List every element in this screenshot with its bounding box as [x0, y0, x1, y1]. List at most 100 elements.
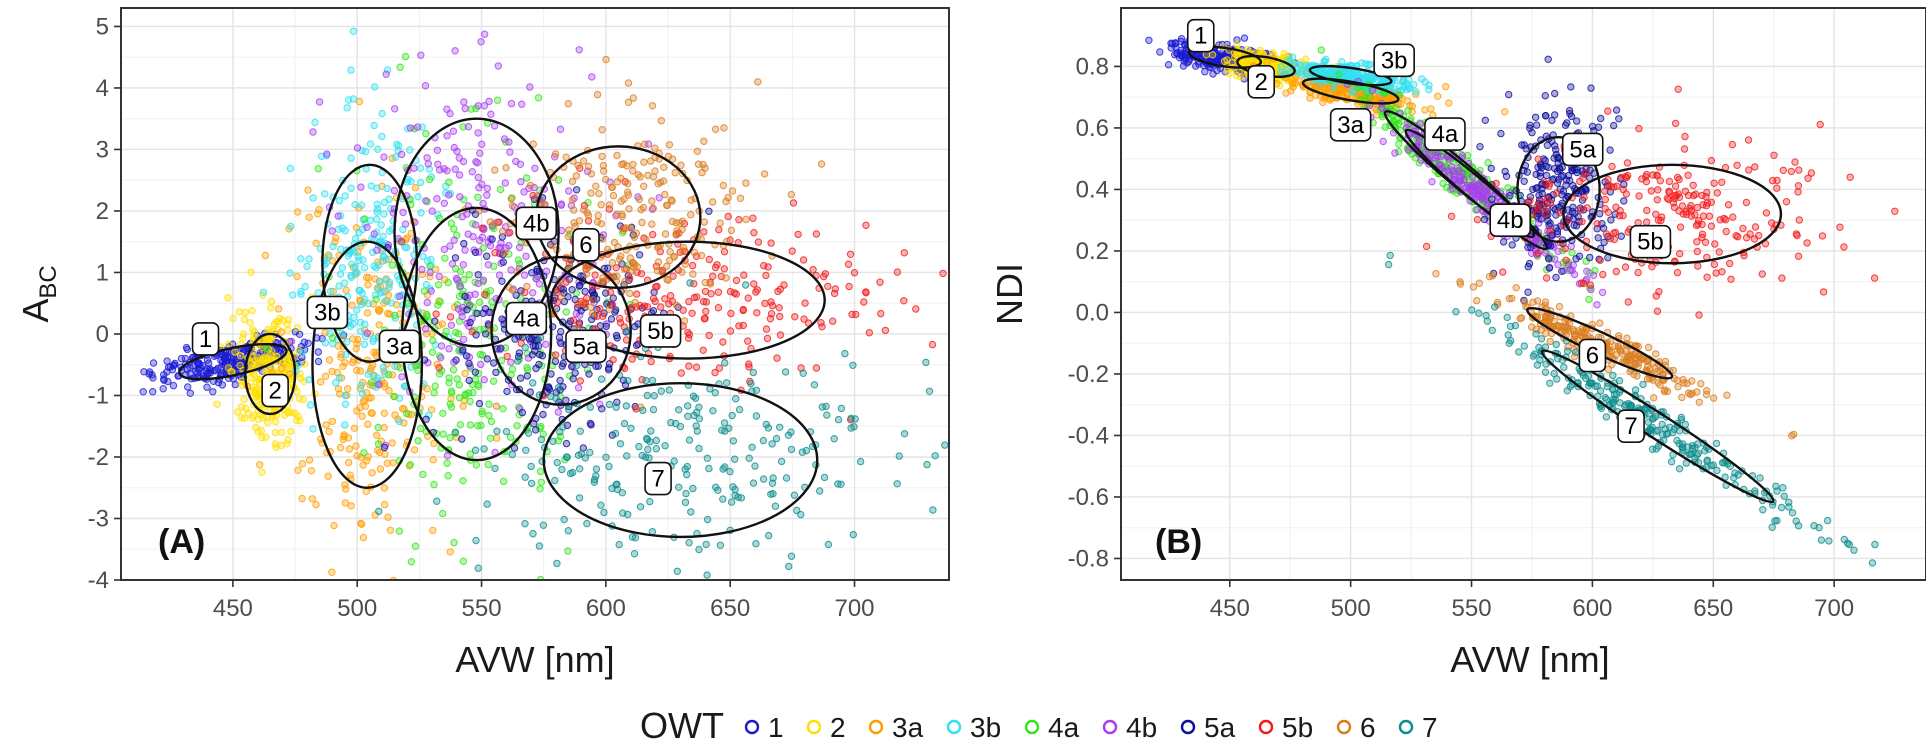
x-tick-label: 600	[586, 595, 626, 622]
scatter-point	[1671, 119, 1680, 128]
scatter-point	[616, 319, 625, 327]
scatter-point	[715, 225, 723, 234]
scatter-point	[527, 479, 536, 488]
scatter-point	[293, 272, 301, 281]
scatter-point	[224, 364, 233, 372]
scatter-point	[1567, 83, 1575, 91]
scatter-point	[1317, 79, 1325, 88]
scatter-point	[764, 263, 772, 271]
scatter-point	[1594, 234, 1602, 242]
scatter-point	[671, 169, 679, 177]
scatter-point	[272, 418, 280, 426]
scatter-point	[422, 130, 430, 138]
scatter-point	[643, 391, 651, 400]
scatter-point	[478, 180, 486, 188]
scatter-point	[1647, 187, 1656, 195]
scatter-point	[1561, 244, 1569, 253]
scatter-point	[735, 405, 744, 414]
scatter-point	[1544, 55, 1552, 63]
scatter-point	[1322, 55, 1330, 64]
scatter-point	[433, 146, 442, 155]
scatter-point	[542, 340, 550, 348]
scatter-point	[490, 122, 499, 130]
scatter-point	[681, 498, 690, 507]
scatter-point	[401, 243, 409, 252]
scatter-point	[742, 281, 750, 289]
scatter-point	[483, 500, 491, 508]
scatter-point	[594, 211, 602, 220]
scatter-point	[469, 303, 477, 311]
scatter-point	[606, 288, 615, 296]
scatter-point	[498, 233, 506, 241]
scatter-point	[693, 293, 701, 301]
scatter-point	[1233, 41, 1241, 49]
scatter-point	[254, 415, 263, 423]
scatter-point	[181, 354, 190, 363]
scatter-point	[1446, 171, 1454, 179]
scatter-point	[613, 151, 621, 160]
label-text: 4a	[513, 306, 540, 333]
scatter-point	[450, 225, 458, 233]
scatter-point	[385, 371, 393, 379]
scatter-point	[303, 262, 311, 271]
scatter-point	[726, 287, 735, 296]
scatter-point	[629, 94, 637, 102]
scatter-point	[1551, 89, 1559, 98]
scatter-point	[824, 282, 832, 291]
scatter-point	[278, 364, 286, 373]
scatter-point	[1234, 50, 1242, 59]
scatter-point	[1156, 48, 1164, 56]
scatter-point	[1653, 196, 1662, 204]
scatter-point	[148, 371, 156, 379]
scatter-point	[812, 364, 821, 372]
scatter-point	[364, 370, 372, 378]
scatter-point	[334, 212, 342, 220]
scatter-point	[460, 98, 468, 106]
scatter-point	[774, 287, 782, 296]
scatter-point	[1499, 238, 1508, 246]
scatter-point	[551, 476, 559, 485]
scatter-point	[1768, 219, 1776, 227]
scatter-point	[450, 143, 458, 152]
scatter-point	[341, 499, 350, 507]
scatter-point	[1794, 252, 1803, 260]
scatter-point	[435, 370, 444, 378]
scatter-point	[727, 498, 736, 506]
scatter-point	[850, 423, 858, 431]
scatter-point	[661, 190, 669, 199]
scatter-point	[380, 500, 389, 509]
scatter-point	[1476, 143, 1484, 151]
scatter-point	[1722, 216, 1730, 224]
scatter-point	[646, 497, 654, 506]
cluster-label-1: 1	[191, 322, 220, 356]
scatter-point	[459, 557, 468, 565]
scatter-point	[379, 232, 387, 241]
scatter-point	[709, 198, 717, 206]
scatter-point	[321, 339, 330, 347]
scatter-point	[461, 292, 469, 301]
scatter-point	[1684, 191, 1693, 200]
scatter-point	[697, 251, 706, 260]
scatter-point	[584, 217, 593, 225]
scatter-point	[1551, 111, 1559, 119]
scatter-point	[381, 297, 390, 305]
scatter-point	[258, 468, 266, 476]
scatter-point	[371, 83, 379, 91]
scatter-point	[1791, 158, 1799, 166]
scatter-point	[1846, 173, 1854, 181]
scatter-point	[657, 387, 665, 395]
label-text: 1	[199, 326, 212, 353]
scatter-point	[1634, 268, 1642, 277]
scatter-point	[380, 484, 389, 492]
scatter-point	[556, 125, 565, 134]
scatter-point	[461, 246, 469, 254]
scatter-point	[1524, 243, 1532, 252]
scatter-point	[675, 406, 683, 414]
scatter-point	[390, 311, 399, 320]
scatter-point	[765, 531, 773, 540]
scatter-point	[593, 218, 602, 226]
scatter-point	[760, 170, 769, 178]
scatter-point	[453, 375, 461, 383]
scatter-point	[1427, 105, 1435, 113]
scatter-point	[740, 271, 748, 279]
